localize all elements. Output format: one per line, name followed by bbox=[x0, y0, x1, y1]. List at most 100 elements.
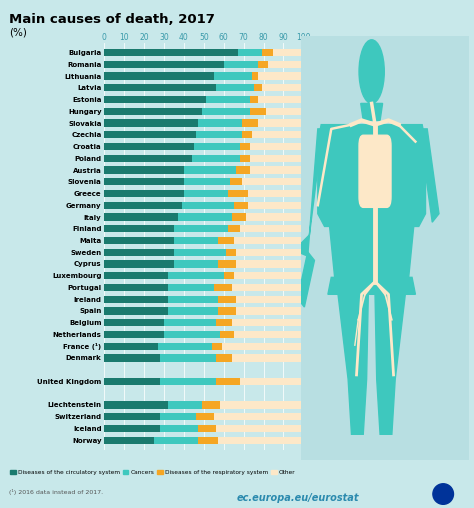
Bar bbox=[178, 213, 232, 220]
Bar bbox=[104, 354, 160, 362]
Bar bbox=[104, 413, 160, 420]
Bar bbox=[220, 401, 303, 408]
Bar bbox=[246, 213, 303, 220]
Bar bbox=[184, 190, 228, 197]
Bar bbox=[104, 319, 164, 326]
Bar bbox=[240, 378, 303, 385]
Bar bbox=[273, 49, 303, 56]
Bar bbox=[192, 154, 240, 162]
Bar bbox=[218, 261, 236, 268]
Bar bbox=[257, 96, 303, 103]
Bar bbox=[104, 60, 224, 68]
Bar bbox=[198, 425, 216, 432]
Bar bbox=[240, 143, 250, 150]
Bar bbox=[224, 60, 257, 68]
Bar bbox=[174, 261, 218, 268]
Bar bbox=[164, 319, 216, 326]
Bar bbox=[202, 108, 250, 115]
Bar bbox=[174, 248, 226, 256]
Bar bbox=[214, 284, 232, 291]
Bar bbox=[218, 296, 236, 303]
Bar bbox=[168, 272, 224, 279]
Bar bbox=[250, 96, 257, 103]
Bar bbox=[252, 131, 303, 139]
Bar bbox=[168, 296, 218, 303]
Bar bbox=[104, 237, 174, 244]
Polygon shape bbox=[298, 129, 323, 256]
Polygon shape bbox=[318, 124, 426, 227]
Bar bbox=[265, 108, 303, 115]
Bar bbox=[174, 225, 228, 232]
Bar bbox=[218, 436, 303, 444]
Bar bbox=[228, 190, 247, 197]
Bar bbox=[104, 342, 158, 350]
Bar bbox=[194, 143, 240, 150]
Bar bbox=[202, 401, 220, 408]
Bar bbox=[104, 378, 160, 385]
Text: (¹) 2016 data instead of 2017.: (¹) 2016 data instead of 2017. bbox=[9, 489, 104, 495]
Bar bbox=[216, 425, 303, 432]
Bar bbox=[160, 378, 216, 385]
Bar bbox=[232, 213, 246, 220]
Bar bbox=[174, 237, 218, 244]
Bar bbox=[104, 436, 154, 444]
Bar bbox=[104, 202, 182, 209]
Bar bbox=[234, 202, 247, 209]
Polygon shape bbox=[420, 129, 439, 222]
Bar bbox=[214, 73, 252, 80]
Ellipse shape bbox=[370, 148, 387, 203]
Bar bbox=[216, 378, 240, 385]
Bar bbox=[240, 154, 250, 162]
Bar bbox=[267, 60, 303, 68]
Bar bbox=[232, 319, 303, 326]
Bar bbox=[262, 84, 303, 91]
Bar bbox=[236, 167, 250, 174]
Bar bbox=[236, 261, 303, 268]
Bar bbox=[104, 307, 168, 314]
Bar bbox=[104, 284, 168, 291]
Bar bbox=[222, 342, 303, 350]
Polygon shape bbox=[329, 227, 414, 277]
Bar bbox=[250, 154, 303, 162]
Bar bbox=[104, 225, 174, 232]
Bar bbox=[104, 213, 178, 220]
Bar bbox=[158, 342, 212, 350]
Bar bbox=[234, 272, 303, 279]
Bar bbox=[196, 413, 214, 420]
Circle shape bbox=[433, 484, 454, 504]
Bar bbox=[257, 60, 267, 68]
Bar bbox=[226, 248, 236, 256]
Bar bbox=[104, 401, 168, 408]
Bar bbox=[237, 49, 262, 56]
Bar bbox=[250, 108, 265, 115]
Bar bbox=[242, 131, 252, 139]
Bar bbox=[168, 401, 202, 408]
Bar bbox=[252, 73, 257, 80]
Bar bbox=[160, 354, 216, 362]
Bar bbox=[154, 436, 198, 444]
Bar bbox=[242, 119, 257, 126]
Circle shape bbox=[359, 40, 384, 104]
Bar bbox=[216, 354, 232, 362]
Bar bbox=[250, 167, 303, 174]
Bar bbox=[236, 307, 303, 314]
Bar bbox=[247, 202, 303, 209]
Bar bbox=[198, 119, 242, 126]
Text: ec.europa.eu/eurostat: ec.europa.eu/eurostat bbox=[237, 493, 359, 503]
Bar bbox=[212, 342, 222, 350]
Bar bbox=[184, 167, 236, 174]
Bar bbox=[218, 307, 236, 314]
Bar bbox=[104, 272, 168, 279]
Bar bbox=[216, 84, 254, 91]
Bar bbox=[104, 131, 196, 139]
Bar bbox=[160, 425, 198, 432]
Text: Main causes of death, 2017: Main causes of death, 2017 bbox=[9, 13, 215, 26]
Bar bbox=[104, 261, 174, 268]
Bar bbox=[247, 190, 303, 197]
Bar bbox=[104, 73, 214, 80]
Bar bbox=[214, 413, 303, 420]
Bar bbox=[250, 143, 303, 150]
FancyBboxPatch shape bbox=[359, 135, 391, 207]
Polygon shape bbox=[361, 104, 383, 120]
Bar bbox=[230, 178, 242, 185]
